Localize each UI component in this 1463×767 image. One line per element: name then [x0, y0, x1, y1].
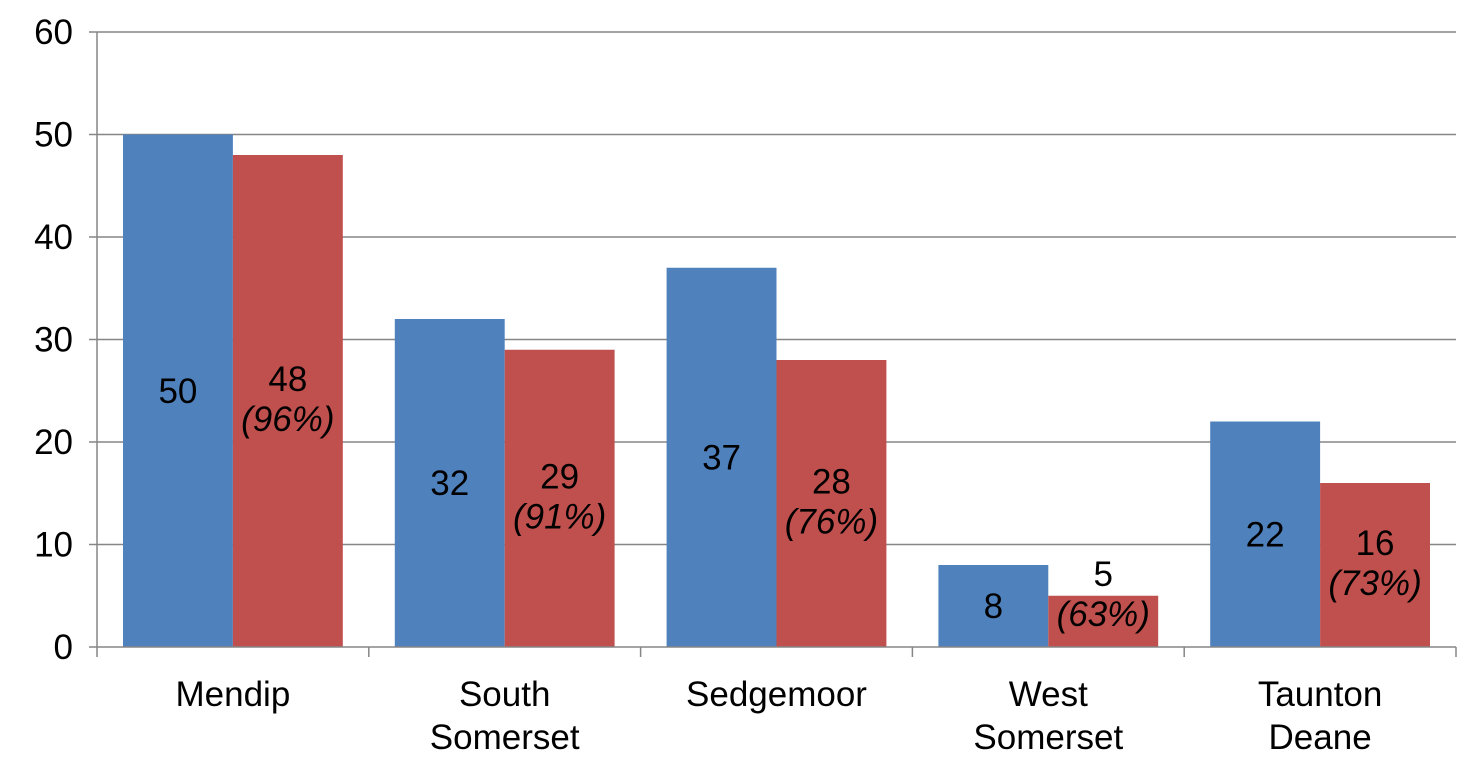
x-category-label: Deane — [1269, 718, 1372, 757]
bar-series-2 — [776, 360, 887, 647]
bar-percent-label: (76%) — [785, 503, 878, 542]
y-tick-label: 40 — [34, 218, 73, 257]
bar-value-label: 48 — [268, 360, 307, 399]
bar-value-label: 8 — [984, 587, 1003, 626]
axes: 0 10 20 30 40 50 60 Mendip South Somerset Sedgemoo… — [34, 13, 1457, 757]
x-category-label: Taunton — [1258, 675, 1383, 714]
x-category-label: Somerset — [430, 718, 580, 757]
bar-series-1 — [1210, 421, 1321, 647]
bar-series-2 — [1320, 483, 1430, 647]
y-tick-label: 60 — [34, 13, 73, 52]
bar-series-2 — [1048, 595, 1159, 647]
bar-series-2 — [232, 155, 343, 647]
x-category-label: West — [1009, 675, 1088, 714]
bar-value-label: 16 — [1356, 524, 1395, 563]
bar-value-label: 37 — [702, 438, 741, 477]
bar-value-label: 50 — [158, 372, 197, 411]
y-tick-label: 10 — [34, 526, 73, 565]
y-tick-label: 0 — [54, 628, 73, 667]
bar-value-label: 28 — [812, 463, 851, 502]
bar-series-1 — [666, 267, 777, 647]
data-labels: 50 48(96%) 32 29(91%) 37 28(76%) 8 5(63%) 22 16(7… — [158, 360, 1421, 634]
x-category-label: Mendip — [176, 675, 291, 714]
bar-percent-label: (91%) — [513, 497, 606, 536]
bars — [123, 134, 1430, 647]
x-category-label: Sedgemoor — [686, 675, 867, 714]
bar-series-2 — [504, 349, 615, 647]
bar-percent-label: (73%) — [1328, 564, 1421, 603]
x-category-label: South — [459, 675, 550, 714]
bar-value-label: 5 — [1094, 555, 1113, 594]
y-tick-label: 20 — [34, 423, 73, 462]
bar-value-label: 22 — [1246, 515, 1285, 554]
bar-series-1 — [123, 134, 233, 647]
bar-percent-label: (96%) — [241, 400, 334, 439]
bar-value-label: 32 — [430, 464, 469, 503]
bar-percent-label: (63%) — [1057, 595, 1150, 634]
bar-series-1 — [394, 319, 505, 647]
x-category-label: Somerset — [973, 718, 1123, 757]
y-tick-label: 30 — [34, 321, 73, 360]
bar-series-1 — [938, 565, 1049, 647]
bar-value-label: 29 — [540, 457, 579, 496]
y-tick-label: 50 — [34, 116, 73, 155]
